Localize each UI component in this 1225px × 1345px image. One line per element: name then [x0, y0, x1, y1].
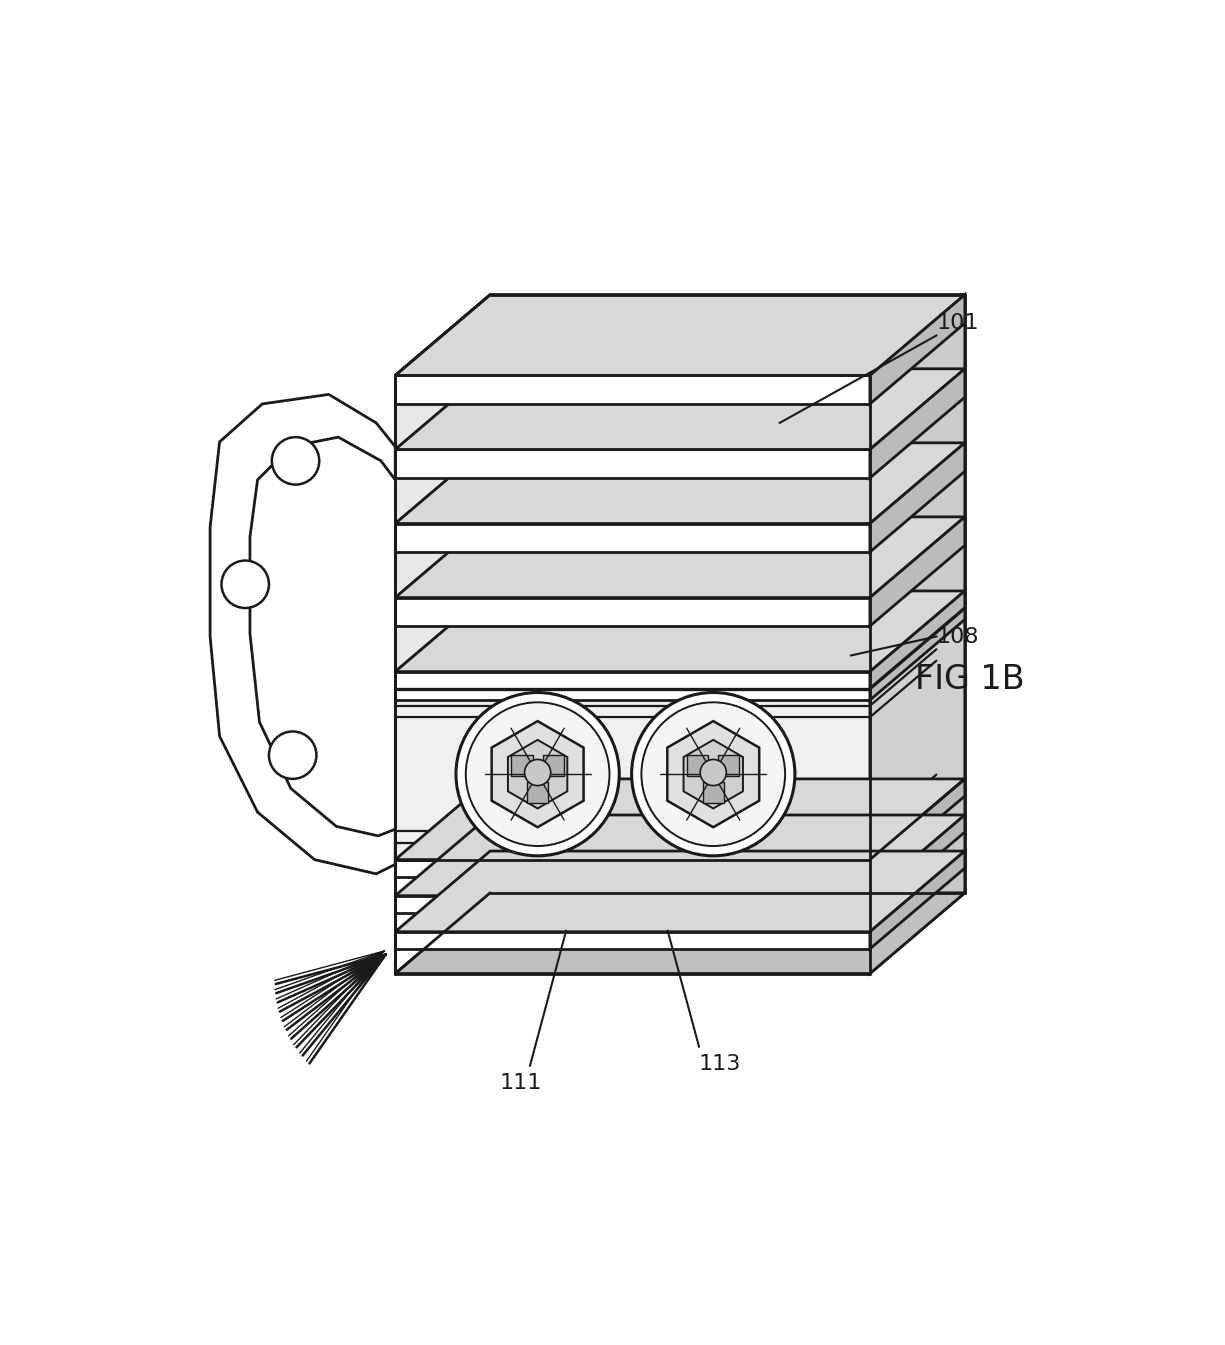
Circle shape — [632, 693, 795, 855]
Polygon shape — [396, 893, 965, 974]
Circle shape — [524, 760, 551, 785]
Circle shape — [642, 702, 785, 846]
Polygon shape — [396, 779, 965, 859]
Polygon shape — [396, 932, 870, 948]
Circle shape — [270, 732, 316, 779]
Polygon shape — [396, 369, 965, 449]
Polygon shape — [396, 815, 965, 896]
Polygon shape — [703, 781, 724, 803]
Polygon shape — [396, 896, 870, 913]
Polygon shape — [870, 369, 965, 477]
Polygon shape — [396, 590, 965, 671]
Polygon shape — [870, 516, 965, 625]
Polygon shape — [870, 815, 965, 913]
Polygon shape — [870, 295, 965, 689]
Polygon shape — [543, 755, 564, 776]
Polygon shape — [211, 394, 396, 874]
Polygon shape — [396, 375, 870, 404]
Polygon shape — [396, 449, 870, 477]
Polygon shape — [491, 721, 583, 827]
Polygon shape — [396, 689, 870, 859]
Polygon shape — [668, 721, 760, 827]
Polygon shape — [870, 295, 965, 404]
Polygon shape — [396, 295, 965, 375]
Text: 111: 111 — [500, 1073, 541, 1092]
Polygon shape — [870, 779, 965, 974]
Circle shape — [222, 561, 270, 608]
Text: 113: 113 — [699, 1053, 741, 1073]
Circle shape — [272, 437, 320, 484]
Polygon shape — [396, 671, 870, 701]
Polygon shape — [508, 740, 567, 808]
Polygon shape — [396, 523, 870, 551]
Text: 101: 101 — [936, 313, 979, 334]
Polygon shape — [870, 443, 965, 551]
Polygon shape — [718, 755, 740, 776]
Polygon shape — [396, 443, 965, 523]
Polygon shape — [396, 295, 965, 375]
Polygon shape — [396, 851, 965, 932]
Polygon shape — [684, 740, 742, 808]
Polygon shape — [870, 608, 965, 859]
Circle shape — [456, 693, 620, 855]
Polygon shape — [687, 755, 708, 776]
Polygon shape — [396, 375, 870, 689]
Polygon shape — [396, 859, 870, 877]
Polygon shape — [512, 755, 533, 776]
Polygon shape — [870, 851, 965, 948]
Circle shape — [701, 760, 726, 785]
Polygon shape — [870, 590, 965, 701]
Polygon shape — [527, 781, 549, 803]
Polygon shape — [396, 597, 870, 625]
Text: FIG 1B: FIG 1B — [915, 663, 1024, 695]
Polygon shape — [396, 516, 965, 597]
Polygon shape — [870, 779, 965, 877]
Text: 108: 108 — [936, 627, 979, 647]
Circle shape — [466, 702, 610, 846]
